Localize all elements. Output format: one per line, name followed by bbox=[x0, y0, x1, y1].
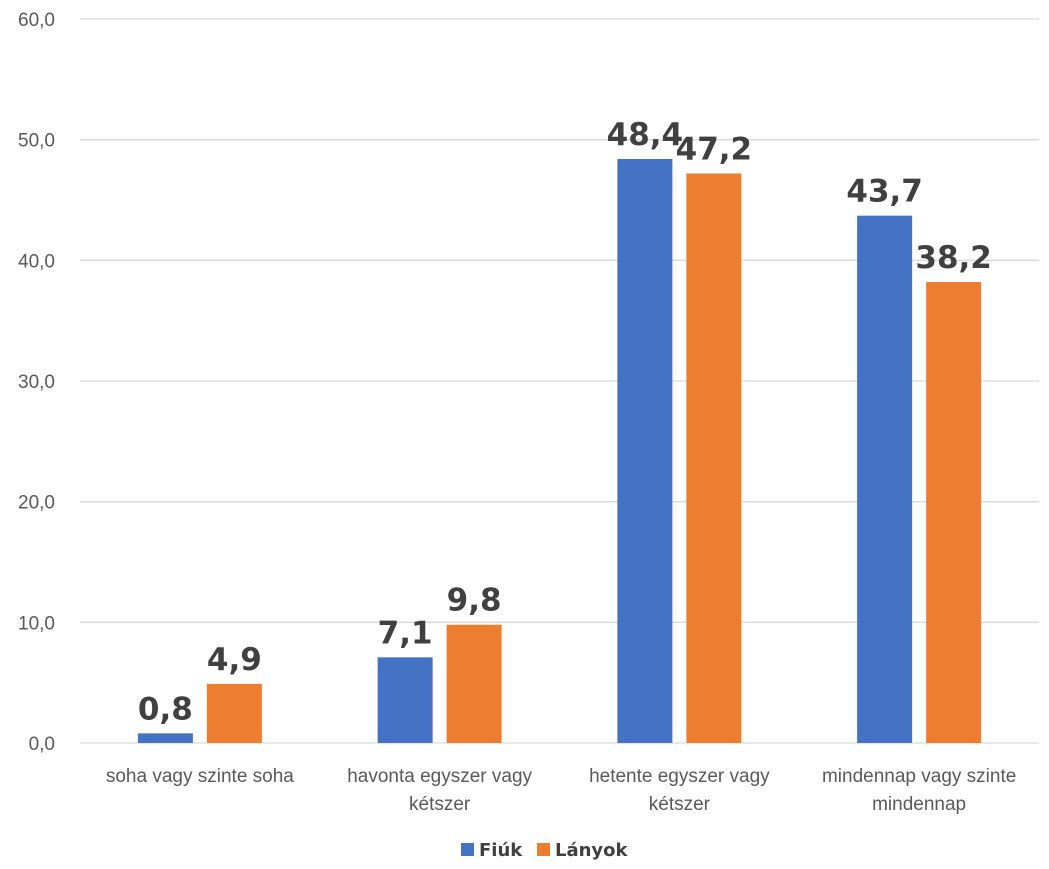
y-tick-label: 30,0 bbox=[18, 372, 55, 393]
legend-label: Lányok bbox=[555, 840, 629, 861]
y-tick-label: 20,0 bbox=[18, 493, 55, 514]
bar-lanyok bbox=[446, 624, 502, 743]
x-category-label: soha vagy szinte soha bbox=[106, 766, 294, 787]
legend-label: Fiúk bbox=[479, 840, 523, 861]
bar-fiuk bbox=[617, 158, 673, 743]
y-tick-label: 40,0 bbox=[18, 251, 55, 272]
bars bbox=[137, 158, 982, 744]
data-labels: 0,8 4,9 7,1 9,8 48,447,2 43,7 38,2 bbox=[138, 117, 992, 727]
x-axis-category-labels: soha vagy szinte soha havonta egyszer vag… bbox=[106, 766, 1016, 815]
gridlines bbox=[80, 18, 1039, 744]
x-category-label: mindennap vagy szinte bbox=[822, 766, 1016, 787]
bar-fiuk bbox=[137, 733, 193, 743]
legend: Fiúk Lányok bbox=[461, 840, 629, 861]
x-category-label: havonta egyszer vagy bbox=[347, 766, 532, 787]
legend-swatch bbox=[461, 843, 474, 856]
data-label: 9,8 bbox=[447, 583, 502, 619]
bar-fiuk bbox=[857, 215, 913, 744]
data-label: 43,7 bbox=[846, 174, 923, 210]
bar-lanyok bbox=[686, 173, 742, 743]
y-tick-label: 10,0 bbox=[18, 613, 55, 634]
legend-swatch bbox=[537, 843, 550, 856]
y-tick-label: 60,0 bbox=[18, 10, 55, 31]
bar-lanyok bbox=[206, 683, 262, 743]
y-tick-label: 50,0 bbox=[18, 131, 55, 152]
data-label: 7,1 bbox=[378, 615, 433, 651]
data-label: 47,2 bbox=[676, 131, 753, 167]
data-label: 48,4 bbox=[607, 117, 684, 153]
x-category-label: mindennap bbox=[872, 794, 966, 815]
x-category-label: hetente egyszer vagy bbox=[589, 766, 770, 787]
y-tick-label: 0,0 bbox=[29, 734, 55, 755]
bar-lanyok bbox=[926, 282, 982, 743]
data-label: 4,9 bbox=[207, 642, 262, 678]
bar-fiuk bbox=[377, 657, 433, 743]
x-category-label: kétszer bbox=[649, 794, 711, 815]
x-category-label: kétszer bbox=[409, 794, 471, 815]
y-axis-tick-labels: 0,0 10,0 20,0 30,0 40,0 50,0 60,0 bbox=[18, 10, 55, 755]
data-label: 0,8 bbox=[138, 691, 193, 727]
data-label: 38,2 bbox=[915, 240, 992, 276]
